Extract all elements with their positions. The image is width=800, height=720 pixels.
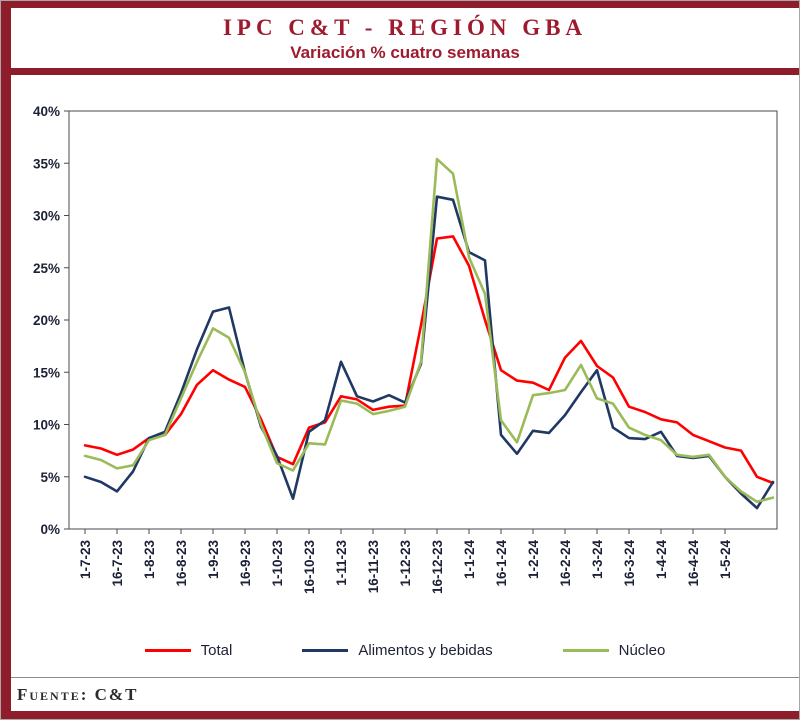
x-tick-label: 1-12-23: [398, 540, 413, 587]
y-tick-label: 10%: [33, 418, 60, 433]
x-tick-label: 16-4-24: [686, 540, 701, 587]
page-title: IPC C&T - REGIÓN GBA: [222, 15, 588, 40]
legend-line-total: [144, 649, 191, 653]
y-tick-label: 25%: [33, 261, 60, 276]
x-tick-label: 1-1-24: [462, 540, 477, 580]
y-tick-label: 0%: [40, 522, 60, 537]
x-tick-label: 16-9-23: [238, 540, 253, 587]
y-tick-label: 35%: [33, 157, 60, 172]
y-tick-label: 5%: [40, 470, 60, 485]
chart-header: IPC C&T - REGIÓN GBA Variación % cuatro …: [1, 8, 799, 68]
legend-label-nucleo: Núcleo: [618, 642, 666, 660]
top-accent-bar: [1, 1, 799, 8]
x-tick-label: 1-7-23: [78, 540, 93, 580]
legend-line-alimentos-y-bebidas: [302, 649, 349, 653]
legend-item-alimentos-y-bebidas: Alimentos y bebidas: [302, 642, 493, 660]
x-tick-label: 1-11-23: [334, 540, 349, 586]
x-tick-label: 16-8-23: [174, 540, 189, 587]
chart-area: 0% 5% 10% 15% 20% 25% 30% 35% 40% 1-7-23 16-7-23 1-…: [1, 75, 799, 642]
series-line-nucleo: [83, 158, 775, 504]
bottom-accent-bar: [1, 711, 799, 719]
x-tick-label: 16-11-23: [366, 540, 381, 594]
x-tick-label: 1-3-24: [590, 540, 605, 580]
y-tick-label: 15%: [33, 366, 60, 381]
y-tick-label: 30%: [33, 209, 60, 224]
page-subtitle: Variación % cuatro semanas: [290, 43, 520, 63]
x-tick-label: 16-1-24: [494, 540, 509, 587]
x-tick-label: 16-10-23: [302, 540, 317, 595]
left-accent-bar: [1, 1, 11, 719]
x-tick-label: 1-10-23: [270, 540, 285, 587]
footer: Fuente: C&T: [11, 677, 799, 711]
x-tick-label: 1-9-23: [206, 540, 221, 580]
x-tick-label: 16-12-23: [430, 540, 445, 595]
series-line-alimentos-y-bebidas: [83, 195, 775, 510]
legend-item-nucleo: Núcleo: [562, 642, 666, 660]
x-tick-label: 16-2-24: [558, 540, 573, 587]
x-tick-label: 16-3-24: [622, 540, 637, 587]
source-label: Fuente: C&T: [17, 685, 139, 704]
legend-item-total: Total: [144, 642, 233, 660]
x-tick-label: 1-8-23: [142, 540, 157, 580]
x-tick-label: 1-4-24: [654, 540, 669, 580]
x-tick-label: 1-2-24: [526, 540, 541, 580]
x-tick-label: 16-7-23: [110, 540, 125, 587]
y-tick-label: 20%: [33, 313, 60, 328]
legend-label-total: Total: [200, 642, 233, 660]
legend-label-alimentos-y-bebidas: Alimentos y bebidas: [358, 642, 493, 660]
x-tick-label: 1-5-24: [718, 540, 733, 580]
header-accent-rule: [11, 68, 799, 76]
legend-line-nucleo: [562, 649, 609, 653]
line-chart: 0% 5% 10% 15% 20% 25% 30% 35% 40% 1-7-23 16-7-23 1-…: [33, 104, 778, 595]
legend: Total Alimentos y bebidas Núcleo: [1, 642, 799, 659]
y-tick-label: 40%: [33, 104, 60, 119]
